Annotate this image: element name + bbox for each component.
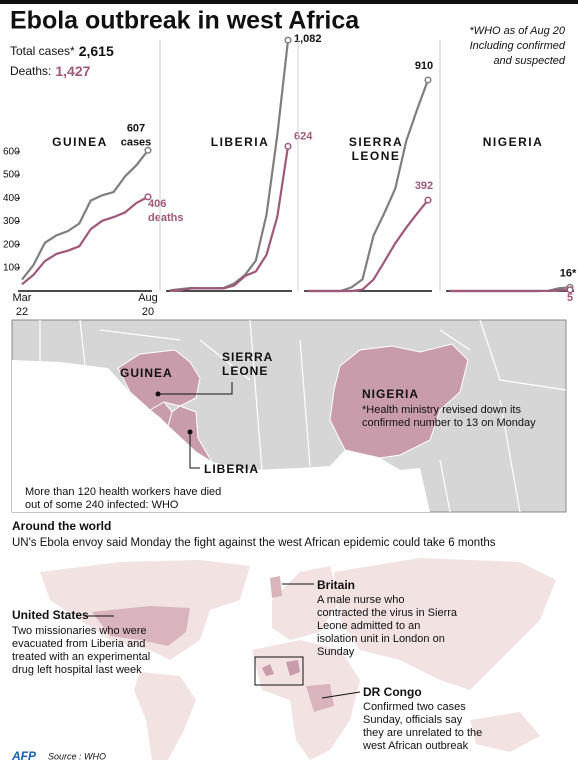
leader-dot: [187, 429, 193, 435]
total-cases-label: Total cases*: [10, 44, 75, 58]
end-point: [284, 142, 292, 150]
series-line: [21, 195, 149, 286]
country-label: GUINEA: [120, 366, 173, 380]
deaths: 1,427: [55, 63, 90, 79]
south-america: [134, 672, 196, 760]
panel-title: GUINEA: [52, 135, 108, 149]
y-tick-label: 200: [3, 239, 20, 250]
note: and suspected: [493, 55, 565, 67]
region-map: GUINEA SIERRA LEONE LIBERIA NIGERIA: [11, 319, 567, 513]
panel-title: LIBERIA: [211, 135, 270, 149]
value-label: 406 deaths: [148, 198, 183, 224]
callout-title: United States: [12, 608, 89, 622]
world-map: [40, 558, 556, 760]
panel-title: NIGERIA: [483, 135, 544, 149]
value-label: 392: [415, 180, 433, 192]
value-label: 607 cases: [121, 122, 152, 148]
outbreak-countries: [262, 660, 300, 676]
end-point: [566, 286, 574, 294]
asia: [334, 558, 556, 690]
end-point: [284, 36, 292, 44]
end-point: [424, 196, 432, 204]
callout-title: Britain: [317, 578, 356, 592]
series-line: [450, 288, 571, 293]
title: Ebola outbreak in west Africa: [10, 7, 360, 35]
end-point: [144, 193, 152, 201]
note: *WHO as of Aug 20: [469, 25, 565, 37]
united-states: [92, 606, 190, 646]
note: Including confirmed: [470, 40, 566, 52]
callout-text: A male nurse who contracted the virus in…: [317, 594, 458, 658]
borders: [39, 319, 567, 513]
health-workers: More than 120 health workers have died o…: [25, 486, 222, 511]
callout-title: DR Congo: [363, 685, 422, 699]
world-intro: UN's Ebola envoy said Monday the fight a…: [12, 537, 496, 549]
value-label: 624: [294, 130, 313, 142]
callout-text: Two missionaries who were evacuated from…: [12, 625, 151, 676]
total-label: Total cases* 2,615: [10, 43, 114, 59]
y-tick-label: 500: [3, 170, 20, 181]
series-line: [169, 146, 290, 292]
country-label: SIERRA LEONE: [222, 350, 273, 378]
series-line: [308, 79, 430, 293]
charts: GUINEA 100 200 300 400 500 600 Mar 22 Aug 20 607 cas…: [3, 33, 577, 318]
series-line: [21, 149, 149, 281]
agency: AFP: [11, 749, 37, 763]
y-tick-label: 400: [3, 193, 20, 204]
value-label: 1,082: [294, 33, 322, 45]
panel-title: SIERRA LEONE: [349, 135, 403, 163]
y-tick-label: 100: [3, 262, 20, 273]
nigeria-shape: [329, 343, 469, 459]
guinea-shape: [117, 349, 201, 411]
x-tick-label: Mar 22: [13, 292, 32, 318]
source: Source : WHO: [48, 751, 106, 761]
britain: [270, 576, 282, 598]
callout-line: [84, 583, 361, 699]
x-tick-label: Aug 20: [138, 292, 158, 318]
country-label: LIBERIA: [204, 462, 259, 476]
deaths-label-line: Deaths: 1,427: [10, 63, 91, 79]
end-point: [144, 146, 152, 154]
value-label: 5: [567, 292, 573, 304]
series-line: [308, 199, 429, 293]
australia: [470, 712, 540, 752]
end-point: [424, 76, 432, 84]
leader-line: [158, 382, 233, 469]
leader-dot: [155, 391, 161, 397]
deaths-label: Deaths:: [10, 64, 51, 78]
nigeria-note: *Health ministry revised down its confir…: [362, 404, 536, 429]
africa: [252, 640, 360, 760]
y-tick-label: 600: [3, 147, 20, 158]
region-box: [254, 656, 304, 686]
world-heading: Around the world: [12, 519, 112, 533]
value-label: 910: [415, 60, 433, 72]
y-tick-label: 300: [3, 216, 20, 227]
series-line: [169, 40, 290, 292]
total-cases: 2,615: [79, 43, 114, 59]
ocean: [12, 360, 430, 512]
dr-congo: [306, 684, 334, 712]
top-rule: [0, 0, 578, 4]
callout-text: Confirmed two cases Sunday, officials sa…: [363, 701, 483, 752]
value-label: 16*: [560, 267, 577, 279]
country-label: NIGERIA: [362, 387, 419, 401]
